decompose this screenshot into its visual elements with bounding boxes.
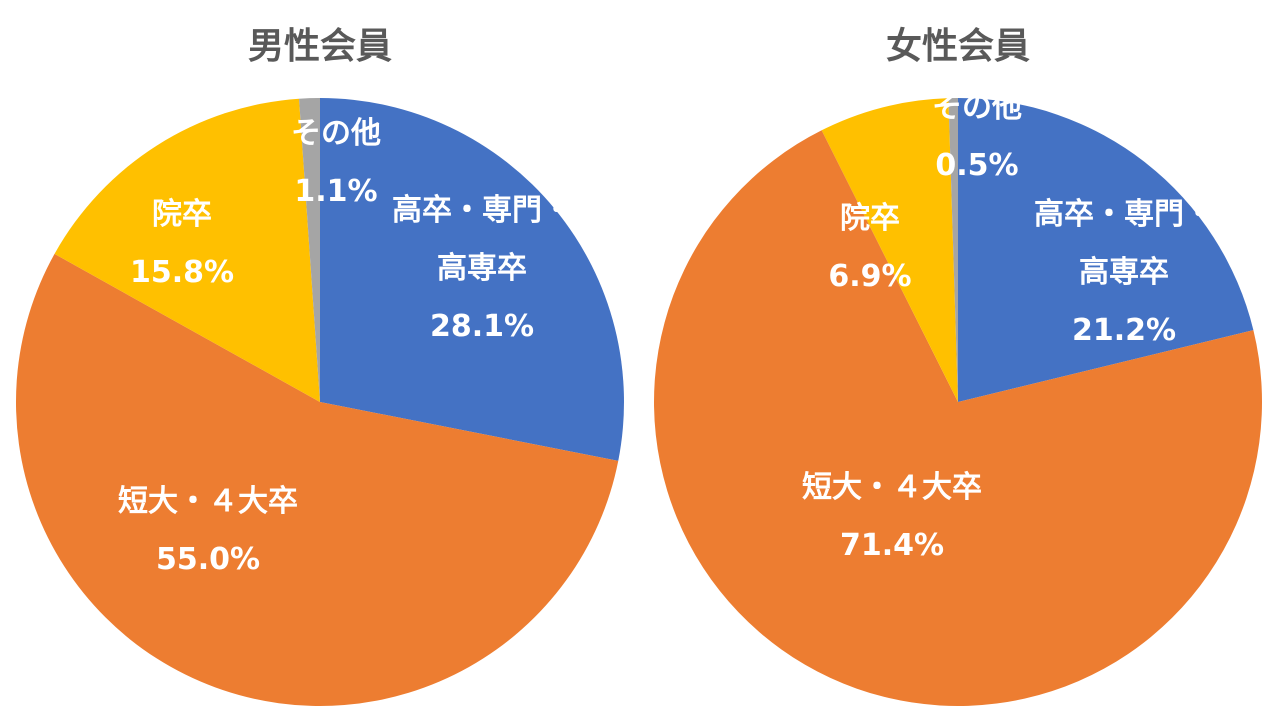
male-value-other: 1.1% [294,174,377,209]
male-value-university: 55.0% [156,542,260,577]
female-value-other: 0.5% [935,148,1018,183]
female-chart-title: 女性会員 [886,26,1030,67]
male-label-high-school-vocational: 高卒・専門・高専卒 28.1% [392,193,572,344]
male-pie: 男性会員 高卒・専門・高専卒 28.1% 短大・４大卒 55.0% 院卒 15.8% その他… [15,26,624,707]
female-label-high-school-vocational: 高卒・専門・高専卒 21.2% [1034,197,1214,348]
male-value-high-school-vocational: 28.1% [430,309,534,344]
female-slice-graduate [821,98,958,403]
female-category-high-school-vocational: 高専卒 [1079,255,1169,290]
female-pie-slices: 高卒・専門・高専卒 21.2% 短大・４大卒 71.4% 院卒 6.9% その他 0.5% [654,90,1263,706]
male-label-other: その他 1.1% [291,116,381,209]
male-slice-graduate [54,98,320,402]
female-label-other: その他 0.5% [932,90,1022,183]
female-label-university: 短大・４大卒 71.4% [802,470,982,563]
female-value-graduate: 6.9% [828,259,911,294]
male-category-high-school-vocational: 高専卒 [437,251,527,286]
female-slice-university [654,130,1263,706]
male-category-university: 短大・４大卒 [118,484,298,519]
male-slice-university [15,253,619,707]
female-value-high-school-vocational: 21.2% [1072,313,1176,348]
male-category-other: その他 [291,116,381,151]
male-category-graduate: 院卒 [152,197,212,232]
male-slice-other [299,98,320,402]
female-category-graduate: 院卒 [840,201,900,236]
male-slice-high-school-vocational [320,98,624,461]
female-label-graduate: 院卒 6.9% [828,201,911,294]
female-category-high-school-vocational: 高卒・専門・ [1034,197,1214,232]
male-category-high-school-vocational: 高卒・専門・ [392,193,572,228]
male-value-graduate: 15.8% [130,255,234,290]
male-chart-title: 男性会員 [248,26,392,67]
male-label-university: 短大・４大卒 55.0% [118,484,298,577]
male-pie-slices: 高卒・専門・高専卒 28.1% 短大・４大卒 55.0% 院卒 15.8% その他 1.1% [15,98,624,707]
female-category-other: その他 [932,90,1022,125]
female-value-university: 71.4% [840,528,944,563]
male-label-graduate: 院卒 15.8% [130,197,234,290]
female-slice-other [948,98,958,402]
female-pie: 女性会員 高卒・専門・高専卒 21.2% 短大・４大卒 71.4% 院卒 6.9% その他 0… [654,26,1263,706]
female-slice-high-school-vocational [958,98,1254,402]
female-category-university: 短大・４大卒 [802,470,982,505]
